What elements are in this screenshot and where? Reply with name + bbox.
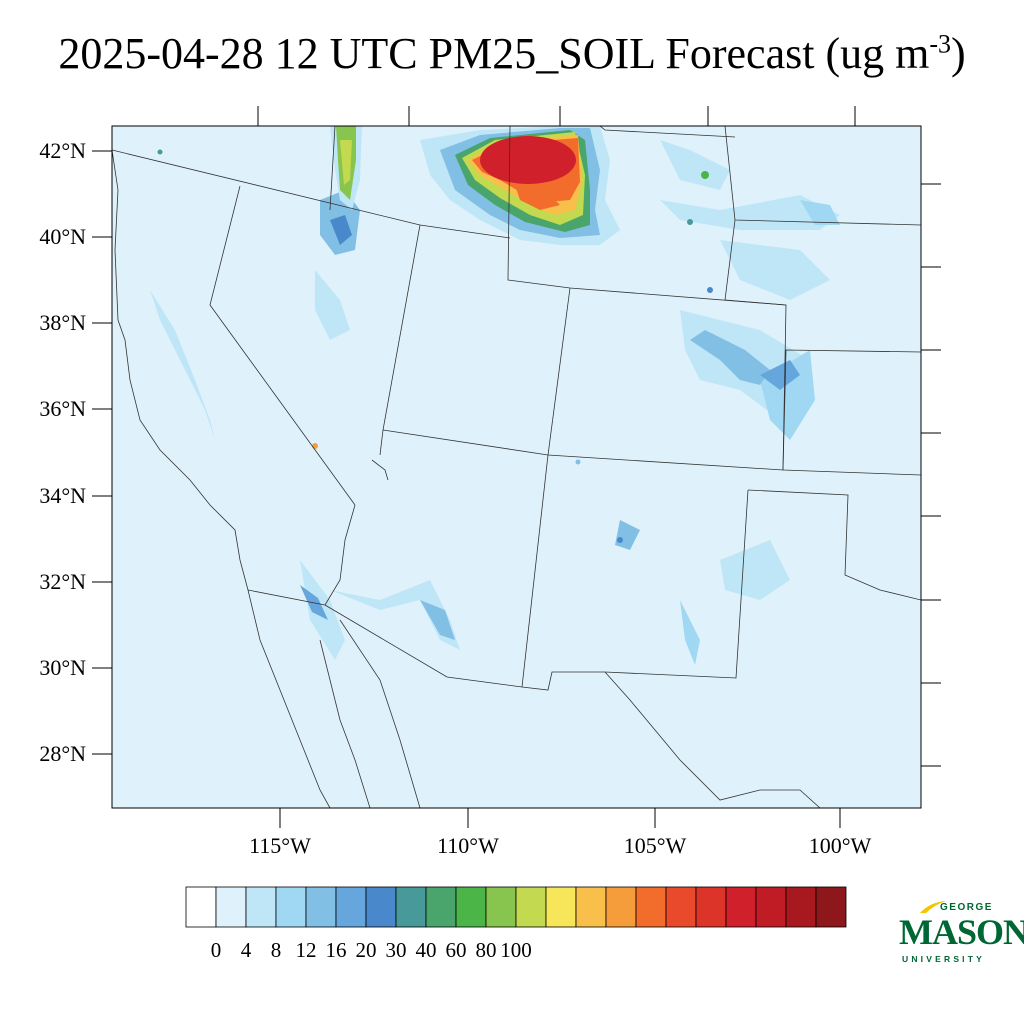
logo-swoosh-icon [920,901,946,913]
lat-label: 28°N [39,741,86,766]
colorbar-swatch [515,886,547,928]
lat-label: 40°N [39,224,86,249]
colorbar-swatch [335,886,367,928]
colorbar-label: 20 [356,938,377,962]
colorbar-swatch [725,886,757,928]
colorbar-swatch [575,886,607,928]
colorbar-swatch [665,886,697,928]
colorbar-swatch [455,886,487,928]
concentration-field [150,126,840,665]
lat-label: 42°N [39,138,86,163]
logo-university: UNIVERSITY [902,954,986,964]
logo-george: GEORGE [940,902,993,913]
lat-label: 38°N [39,310,86,335]
colorbar-swatch [305,886,337,928]
colorbar-swatch [185,886,217,928]
lat-label: 34°N [39,483,86,508]
colorbar-label: 60 [446,938,467,962]
logo-mason: MASON [899,912,1024,952]
colorbar [185,886,847,928]
bottom-ticks [279,808,841,828]
lon-label: 100°W [809,833,872,858]
colorbar-label: 80 [476,938,497,962]
map-area [112,126,921,808]
colorbar-labels: 0 4 8 12 16 20 30 40 60 80 100 [211,938,532,962]
colorbar-swatch [215,886,247,928]
colorbar-label: 16 [326,938,347,962]
colorbar-swatch [635,886,667,928]
lon-label: 115°W [249,833,311,858]
colorbar-swatch [755,886,787,928]
title-superscript: -3 [929,29,951,59]
colorbar-label: 30 [386,938,407,962]
colorbar-label: 4 [241,938,252,962]
lon-label: 105°W [624,833,687,858]
top-ticks [257,106,856,126]
boundaries [112,126,921,808]
colorbar-swatch [785,886,817,928]
left-ticks [92,150,112,755]
colorbar-label: 12 [296,938,317,962]
colorbar-swatch [815,886,847,928]
title-close: ) [951,29,966,78]
colorbar-swatch [275,886,307,928]
page-title: 2025-04-28 12 UTC PM25_SOIL Forecast (ug… [0,28,1024,79]
colorbar-swatch [245,886,277,928]
colorbar-swatch [395,886,427,928]
lon-labels: 115°W 110°W 105°W 100°W [249,833,871,858]
colorbar-label: 8 [271,938,282,962]
colorbar-swatch [485,886,517,928]
colorbar-label: 0 [211,938,222,962]
gmu-logo: GEORGE MASON UNIVERSITY [896,900,1024,970]
map-frame [111,125,922,809]
colorbar-label: 40 [416,938,437,962]
lat-label: 32°N [39,569,86,594]
colorbar-swatch [365,886,397,928]
right-ticks [921,183,941,767]
lat-label: 36°N [39,396,86,421]
colorbar-swatch [545,886,577,928]
colorbar-swatch [605,886,637,928]
colorbar-swatch [425,886,457,928]
lat-label: 30°N [39,655,86,680]
title-text: 2025-04-28 12 UTC PM25_SOIL Forecast (ug… [58,29,930,78]
colorbar-label: 100 [500,938,532,962]
colorbar-swatch [695,886,727,928]
lon-label: 110°W [437,833,499,858]
lat-labels: 42°N 40°N 38°N 36°N 34°N 32°N 30°N 28°N [39,138,86,766]
